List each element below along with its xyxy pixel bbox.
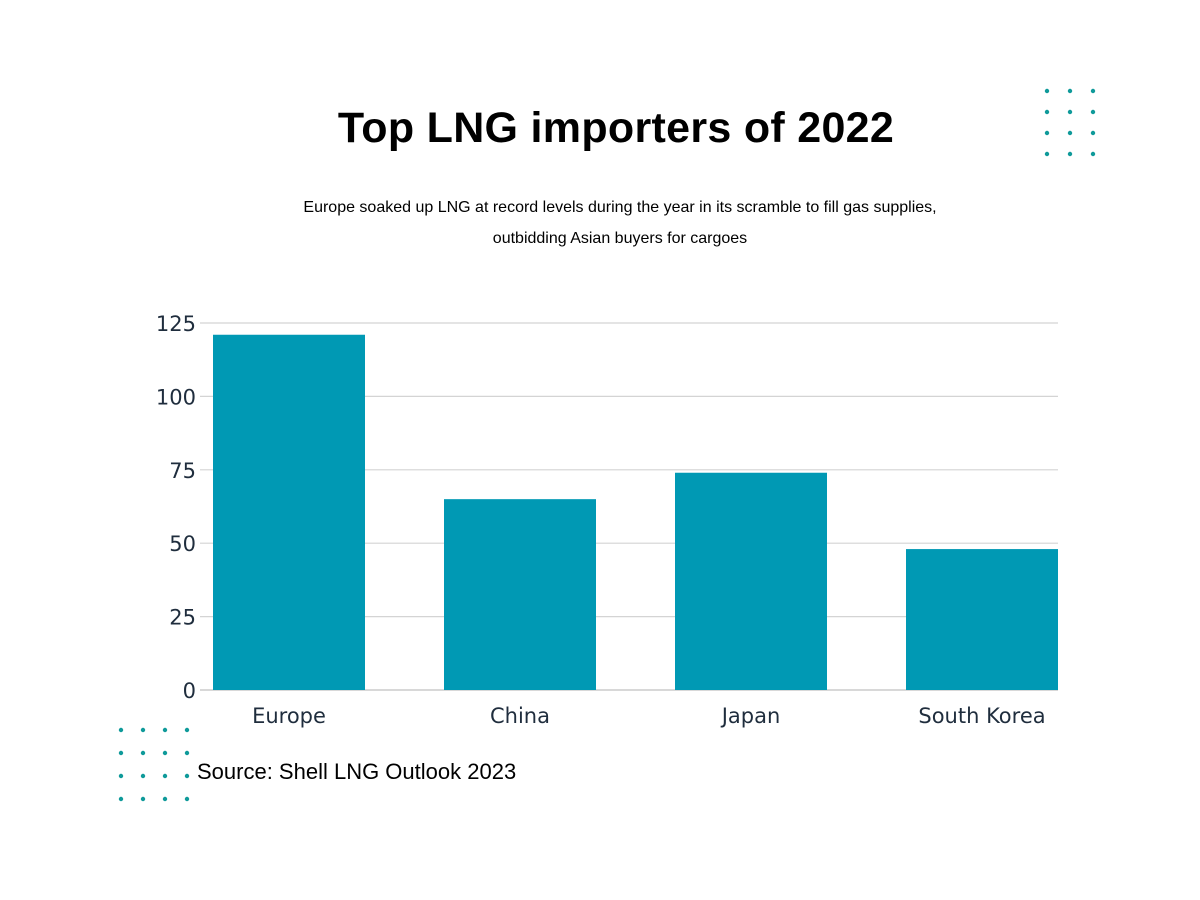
- bar-japan: [675, 472, 827, 690]
- decorative-dot: [1044, 88, 1050, 94]
- bar-europe: [213, 334, 365, 690]
- decorative-dot: [162, 773, 168, 779]
- y-tick-label: 100: [156, 385, 196, 409]
- decorative-dot: [184, 727, 190, 733]
- y-tick-label: 0: [183, 679, 196, 703]
- bar-south-korea: [906, 549, 1058, 690]
- decorative-dot: [184, 773, 190, 779]
- decorative-dot: [118, 773, 124, 779]
- decorative-dot: [1067, 151, 1073, 157]
- decorative-dot: [140, 750, 146, 756]
- bars: [213, 334, 1058, 690]
- decorative-dot: [118, 796, 124, 802]
- decorative-dot: [1090, 130, 1096, 136]
- chart-subtitle: Europe soaked up LNG at record levels du…: [303, 199, 937, 247]
- decorative-dot-grid-top: [1044, 88, 1096, 157]
- y-tick-label: 50: [169, 532, 196, 556]
- decorative-dot: [1067, 88, 1073, 94]
- decorative-dot: [118, 727, 124, 733]
- decorative-dot: [1067, 130, 1073, 136]
- decorative-dot: [184, 750, 190, 756]
- chart-title: Top LNG importers of 2022: [337, 104, 895, 152]
- decorative-dot: [1090, 151, 1096, 157]
- decorative-dot: [162, 796, 168, 802]
- decorative-dot: [140, 796, 146, 802]
- decorative-dot: [1090, 109, 1096, 115]
- decorative-dot: [184, 796, 190, 802]
- decorative-dot: [1044, 151, 1050, 157]
- x-category-label: China: [490, 704, 550, 728]
- x-category-label: South Korea: [918, 704, 1045, 728]
- y-axis-tick-labels: 0 25 50 75 100 125: [156, 312, 196, 703]
- decorative-dot: [140, 727, 146, 733]
- decorative-dot: [1044, 130, 1050, 136]
- decorative-dot-grid-bottom: [118, 727, 190, 802]
- decorative-dot: [1067, 109, 1073, 115]
- y-tick-label: 125: [156, 312, 196, 336]
- decorative-dot: [118, 750, 124, 756]
- decorative-dot: [162, 727, 168, 733]
- y-tick-label: 25: [169, 606, 196, 630]
- decorative-dot: [1044, 109, 1050, 115]
- bar-china: [444, 499, 596, 690]
- x-category-label: Europe: [252, 704, 326, 728]
- y-tick-label: 75: [169, 459, 196, 483]
- decorative-dot: [162, 750, 168, 756]
- decorative-dot: [140, 773, 146, 779]
- x-axis-category-labels: Europe China Japan South Korea: [252, 704, 1046, 728]
- source-note: Source: Shell LNG Outlook 2023: [197, 759, 517, 784]
- x-category-label: Japan: [720, 704, 781, 728]
- decorative-dot: [1090, 88, 1096, 94]
